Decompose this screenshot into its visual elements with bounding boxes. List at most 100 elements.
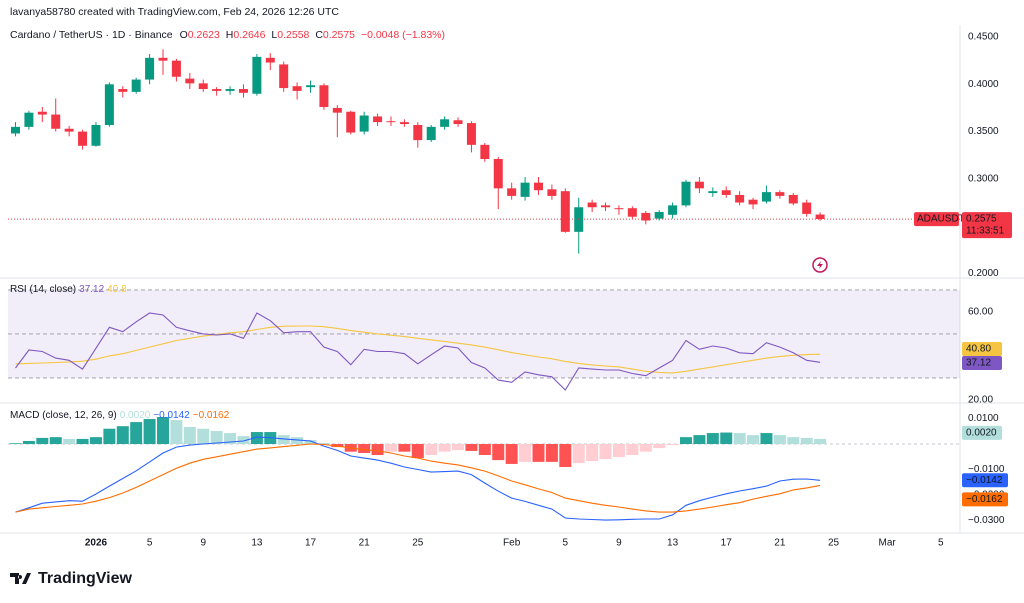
y-tick-label: 0.3000: [968, 174, 999, 185]
candle-body: [668, 205, 678, 215]
histogram-bar: [559, 444, 572, 467]
candle-body: [37, 111, 47, 115]
histogram-bar: [76, 438, 89, 445]
histogram-bar: [130, 422, 143, 445]
candle-body: [145, 57, 155, 80]
histogram-bar: [9, 443, 22, 445]
price-tag-label: 37.12: [966, 358, 991, 369]
candle-body: [319, 85, 329, 108]
x-tick-label: 25: [828, 538, 840, 549]
lightning-icon: [812, 257, 828, 273]
histogram-bar: [224, 433, 237, 445]
histogram-bar: [586, 444, 599, 462]
histogram-bar: [237, 436, 250, 445]
candle-body: [721, 190, 731, 195]
histogram-bar: [116, 426, 129, 445]
candle-body: [708, 191, 718, 194]
price-tag: [962, 473, 1008, 488]
y-tick-label: 0.3500: [968, 126, 999, 137]
histogram-bar: [599, 444, 612, 460]
candle-body: [601, 205, 611, 208]
candle-body: [386, 121, 396, 123]
candle-body: [118, 89, 128, 92]
candle-body: [212, 89, 222, 91]
price-tag-label: 0.0020: [966, 428, 997, 439]
price-tag-label: 0.2575: [966, 214, 997, 225]
candle-body: [614, 208, 624, 210]
pane-title: RSI (14, close): [10, 284, 76, 295]
price-tag-label: −0.0142: [966, 475, 1003, 486]
y-tick-label: 60.00: [968, 307, 993, 318]
histogram-bar: [706, 433, 719, 445]
histogram-bar: [304, 439, 317, 445]
candle-body: [802, 202, 812, 214]
candle-body: [399, 122, 409, 125]
candle-body: [587, 202, 597, 208]
histogram-bar: [545, 444, 558, 462]
candle-body: [265, 57, 275, 63]
histogram-bar: [358, 444, 371, 453]
candle-body: [453, 120, 463, 125]
histogram-bar: [36, 437, 49, 445]
histogram-bar: [210, 431, 223, 445]
histogram-bar: [800, 437, 813, 445]
candle-body: [547, 189, 557, 196]
histogram-bar: [170, 420, 183, 445]
histogram-bar: [384, 444, 397, 452]
histogram-bar: [317, 443, 330, 445]
histogram-bar: [505, 444, 518, 464]
symbol-tag-label: ADAUSDT: [917, 214, 965, 225]
legend-value: −0.0162: [193, 410, 230, 421]
candle-body: [466, 123, 476, 145]
y-tick-label: −0.0300: [968, 515, 1005, 526]
x-tick-label: 17: [721, 538, 733, 549]
x-tick-label: 2026: [85, 538, 108, 549]
histogram-bar: [720, 432, 733, 445]
histogram-bar: [183, 426, 196, 445]
candle-body: [627, 208, 637, 217]
price-tag: [962, 425, 1002, 440]
candle-body: [332, 107, 342, 113]
histogram-bar: [814, 438, 827, 445]
pane-legend: MACD (close, 12, 26, 9) 0.0020 −0.0142 −0.0…: [10, 410, 230, 421]
price-tag: [962, 492, 1008, 507]
legend-value: −0.0142: [153, 410, 190, 421]
candle-body: [694, 181, 704, 189]
candle-body: [654, 211, 664, 219]
legend-value: 0.0020: [120, 410, 151, 421]
candle-body: [185, 78, 195, 84]
candle-body: [413, 124, 423, 141]
ohlc-value: 0.2623: [188, 29, 220, 41]
histogram-bar: [666, 444, 679, 446]
histogram-bar: [438, 444, 451, 452]
candle-body: [480, 144, 490, 160]
candle-body: [681, 181, 691, 206]
histogram-bar: [291, 437, 304, 445]
indicator-line: [15, 325, 821, 374]
histogram-bar: [63, 438, 76, 445]
candle-body: [306, 85, 316, 88]
legend-value: 37.12: [79, 284, 104, 295]
candle-body: [51, 114, 61, 129]
y-tick-label: 0.2000: [968, 268, 999, 279]
x-tick-label: 17: [305, 538, 317, 549]
x-tick-label: 21: [359, 538, 371, 549]
x-tick-label: 21: [774, 538, 786, 549]
pane-legend: RSI (14, close) 37.12 40.8: [10, 284, 127, 295]
x-tick-label: 9: [616, 538, 622, 549]
histogram-bar: [572, 444, 585, 464]
histogram-bar: [519, 444, 532, 462]
histogram-bar: [425, 444, 438, 455]
candle-body: [815, 214, 825, 220]
histogram-bar: [143, 419, 156, 445]
histogram-bar: [612, 444, 625, 458]
candle-body: [198, 83, 208, 90]
price-tag: [962, 356, 1002, 370]
candle-body: [493, 159, 503, 189]
candle-body: [91, 124, 101, 146]
candle-body: [78, 131, 88, 146]
candle-body: [24, 112, 34, 127]
y-tick-label: 0.4000: [968, 79, 999, 90]
